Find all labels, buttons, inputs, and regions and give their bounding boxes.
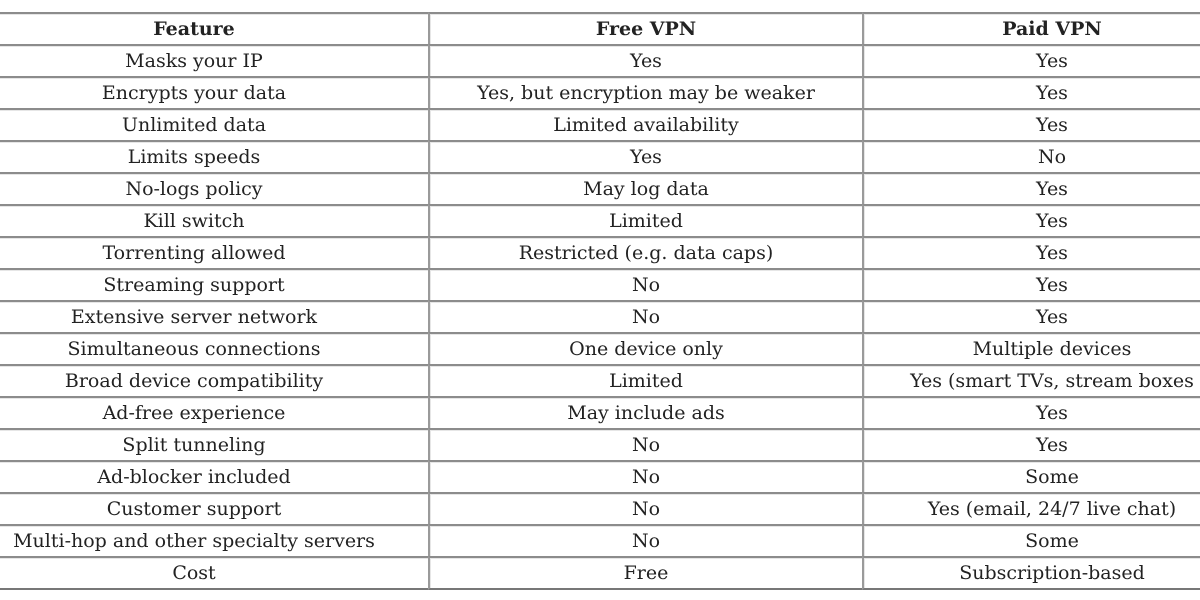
feature-cell: Unlimited data <box>0 108 428 140</box>
table-row: Ad-free experience May include ads Yes <box>0 396 1200 428</box>
table-row: Kill switch Limited Yes <box>0 204 1200 236</box>
free-vpn-cell: No <box>428 428 862 460</box>
free-vpn-cell: Limited availability <box>428 108 862 140</box>
feature-cell: Ad-blocker included <box>0 460 428 492</box>
paid-vpn-cell: Yes <box>862 236 1200 268</box>
free-vpn-cell: Yes, but encryption may be weaker <box>428 76 862 108</box>
table-row: Extensive server network No Yes <box>0 300 1200 332</box>
paid-vpn-cell: Multiple devices <box>862 332 1200 364</box>
feature-cell: Cost <box>0 556 428 590</box>
free-vpn-cell: May include ads <box>428 396 862 428</box>
header-paid-vpn: Paid VPN <box>862 12 1200 44</box>
paid-vpn-cell: Yes <box>862 108 1200 140</box>
feature-cell: Streaming support <box>0 268 428 300</box>
table-row: Encrypts your data Yes, but encryption ma… <box>0 76 1200 108</box>
feature-cell: Kill switch <box>0 204 428 236</box>
paid-vpn-cell: No <box>862 140 1200 172</box>
paid-vpn-cell: Some <box>862 460 1200 492</box>
feature-cell: Encrypts your data <box>0 76 428 108</box>
paid-vpn-cell: Yes <box>862 396 1200 428</box>
paid-vpn-cell: Yes <box>862 44 1200 76</box>
table-row: Customer support No Yes (email, 24/7 live … <box>0 492 1200 524</box>
feature-cell: No-logs policy <box>0 172 428 204</box>
table-row: Unlimited data Limited availability Yes <box>0 108 1200 140</box>
header-free-vpn: Free VPN <box>428 12 862 44</box>
paid-vpn-cell: Yes <box>862 428 1200 460</box>
free-vpn-cell: No <box>428 300 862 332</box>
free-vpn-cell: One device only <box>428 332 862 364</box>
feature-cell: Customer support <box>0 492 428 524</box>
free-vpn-cell: May log data <box>428 172 862 204</box>
paid-vpn-cell: Yes <box>862 172 1200 204</box>
feature-cell: Simultaneous connections <box>0 332 428 364</box>
free-vpn-cell: No <box>428 492 862 524</box>
free-vpn-cell: Limited <box>428 204 862 236</box>
feature-cell: Split tunneling <box>0 428 428 460</box>
table-row: Multi-hop and other specialty servers No S… <box>0 524 1200 556</box>
table-row: Limits speeds Yes No <box>0 140 1200 172</box>
free-vpn-cell: No <box>428 524 862 556</box>
feature-cell: Ad-free experience <box>0 396 428 428</box>
feature-cell: Extensive server network <box>0 300 428 332</box>
paid-vpn-cell: Yes <box>862 268 1200 300</box>
free-vpn-cell: Yes <box>428 140 862 172</box>
paid-vpn-cell: Yes <box>862 204 1200 236</box>
feature-cell: Multi-hop and other specialty servers <box>0 524 428 556</box>
free-vpn-cell: Yes <box>428 44 862 76</box>
vpn-comparison-table: Feature Free VPN Paid VPN Masks your IP Y… <box>0 12 1200 590</box>
table-row: Torrenting allowed Restricted (e.g. data … <box>0 236 1200 268</box>
header-feature: Feature <box>0 12 428 44</box>
table-row: Split tunneling No Yes <box>0 428 1200 460</box>
feature-cell: Torrenting allowed <box>0 236 428 268</box>
table-row: Cost Free Subscription-based <box>0 556 1200 590</box>
feature-cell: Limits speeds <box>0 140 428 172</box>
table-row: Ad-blocker included No Some <box>0 460 1200 492</box>
free-vpn-cell: No <box>428 268 862 300</box>
paid-vpn-cell: Some <box>862 524 1200 556</box>
table-row: Streaming support No Yes <box>0 268 1200 300</box>
free-vpn-cell: No <box>428 460 862 492</box>
free-vpn-cell: Free <box>428 556 862 590</box>
free-vpn-cell: Limited <box>428 364 862 396</box>
paid-vpn-cell: Yes (smart TVs, stream boxes <box>862 364 1200 396</box>
free-vpn-cell: Restricted (e.g. data caps) <box>428 236 862 268</box>
table-row: Simultaneous connections One device only M… <box>0 332 1200 364</box>
header-row: Feature Free VPN Paid VPN <box>0 12 1200 44</box>
feature-cell: Broad device compatibility <box>0 364 428 396</box>
paid-vpn-cell: Yes <box>862 300 1200 332</box>
table-row: Masks your IP Yes Yes <box>0 44 1200 76</box>
paid-vpn-cell: Yes (email, 24/7 live chat) <box>862 492 1200 524</box>
feature-cell: Masks your IP <box>0 44 428 76</box>
paid-vpn-cell: Subscription-based <box>862 556 1200 590</box>
table-row: No-logs policy May log data Yes <box>0 172 1200 204</box>
table-row: Broad device compatibility Limited Yes (sm… <box>0 364 1200 396</box>
paid-vpn-cell: Yes <box>862 76 1200 108</box>
